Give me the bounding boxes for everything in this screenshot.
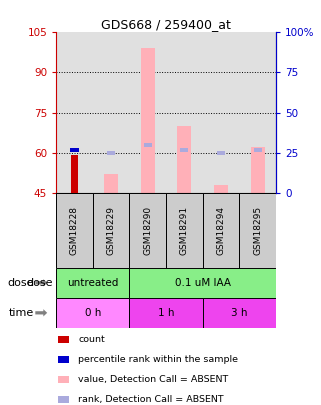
Text: GSM18295: GSM18295 bbox=[253, 206, 262, 255]
Bar bbox=[239, 32, 276, 193]
Text: rank, Detection Call = ABSENT: rank, Detection Call = ABSENT bbox=[78, 395, 224, 404]
Text: GSM18291: GSM18291 bbox=[180, 206, 189, 255]
Bar bbox=[141, 49, 155, 193]
Text: count: count bbox=[78, 335, 105, 343]
Text: untreated: untreated bbox=[67, 278, 118, 288]
Bar bbox=[56, 32, 93, 193]
Bar bbox=[166, 193, 203, 268]
Bar bbox=[239, 193, 276, 268]
Bar bbox=[56, 268, 129, 298]
Text: 0.1 uM IAA: 0.1 uM IAA bbox=[175, 278, 231, 288]
Text: time: time bbox=[8, 308, 34, 318]
Bar bbox=[129, 32, 166, 193]
Bar bbox=[203, 193, 239, 268]
Text: value, Detection Call = ABSENT: value, Detection Call = ABSENT bbox=[78, 375, 229, 384]
Bar bbox=[93, 193, 129, 268]
Text: dose: dose bbox=[26, 278, 53, 288]
Bar bbox=[144, 143, 152, 147]
Bar bbox=[214, 185, 228, 193]
Text: GSM18228: GSM18228 bbox=[70, 206, 79, 255]
Bar bbox=[93, 32, 129, 193]
Bar bbox=[56, 298, 129, 328]
Bar bbox=[58, 376, 69, 383]
Text: percentile rank within the sample: percentile rank within the sample bbox=[78, 355, 238, 364]
Bar bbox=[251, 147, 265, 193]
Text: GSM18229: GSM18229 bbox=[107, 206, 116, 255]
Text: 0 h: 0 h bbox=[85, 308, 101, 318]
Bar bbox=[104, 174, 118, 193]
Bar bbox=[180, 148, 188, 152]
Title: GDS668 / 259400_at: GDS668 / 259400_at bbox=[101, 18, 231, 31]
Bar bbox=[178, 126, 191, 193]
Text: 1 h: 1 h bbox=[158, 308, 174, 318]
Bar bbox=[203, 32, 239, 193]
Bar bbox=[217, 151, 225, 155]
Bar bbox=[254, 148, 262, 152]
Bar bbox=[58, 336, 69, 343]
Text: GSM18290: GSM18290 bbox=[143, 206, 152, 255]
Bar bbox=[71, 148, 79, 152]
Bar bbox=[129, 298, 203, 328]
Text: dose: dose bbox=[7, 278, 34, 288]
Bar bbox=[129, 268, 276, 298]
Bar bbox=[166, 32, 203, 193]
Bar bbox=[56, 193, 93, 268]
Bar bbox=[58, 396, 69, 403]
Bar bbox=[203, 298, 276, 328]
Bar bbox=[71, 155, 78, 193]
Bar bbox=[58, 356, 69, 362]
Bar bbox=[129, 193, 166, 268]
Bar bbox=[107, 151, 115, 155]
Text: GSM18294: GSM18294 bbox=[217, 206, 226, 255]
Text: 3 h: 3 h bbox=[231, 308, 248, 318]
